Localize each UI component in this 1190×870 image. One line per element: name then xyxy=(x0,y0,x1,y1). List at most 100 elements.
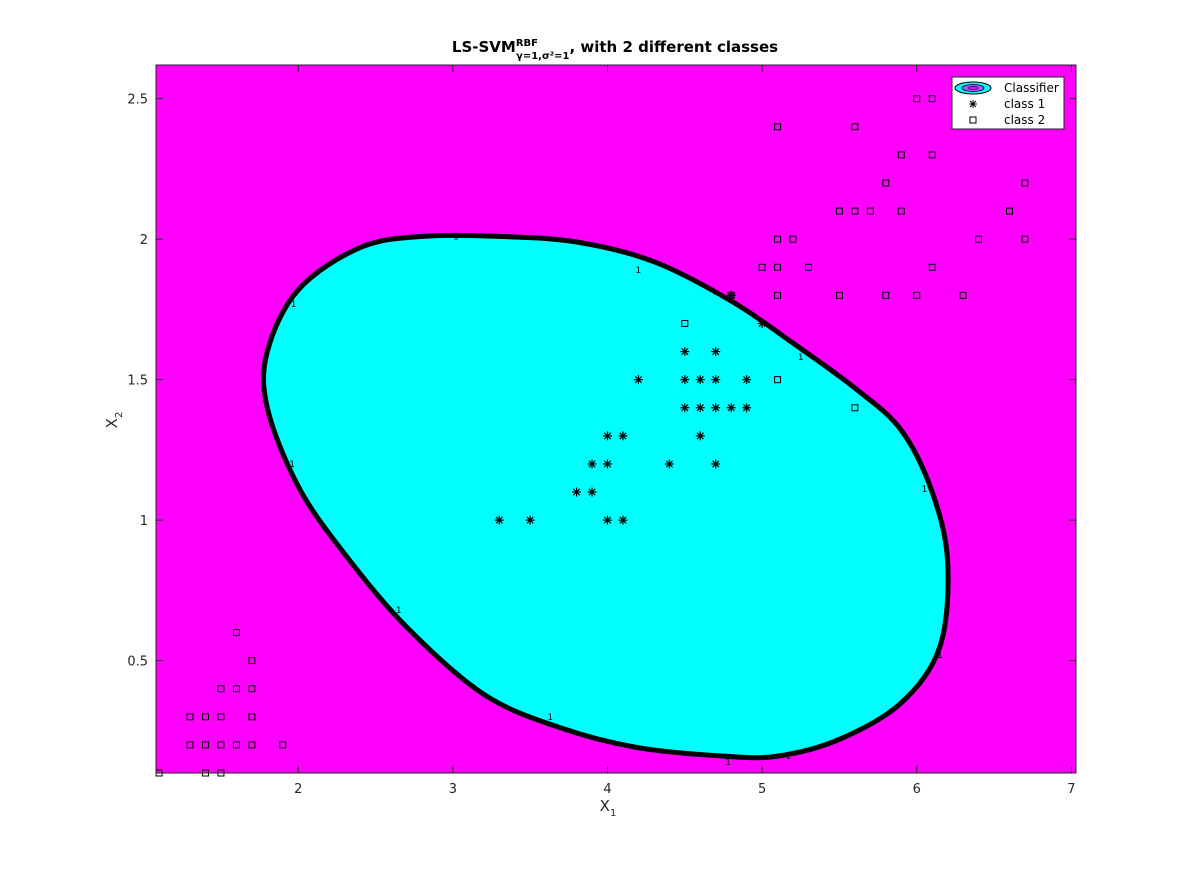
class2-point xyxy=(201,741,209,749)
class1-point xyxy=(711,403,721,413)
legend-class1-marker xyxy=(969,100,977,108)
chart-title: LS-SVMRBF γ=1,σ²=1, with 2 different clas… xyxy=(452,38,778,62)
class1-point xyxy=(602,459,612,469)
class1-point xyxy=(757,318,767,328)
class1-point xyxy=(618,431,628,441)
y-axis-label: X2 xyxy=(103,412,125,429)
contour-label: 1 xyxy=(798,353,804,363)
contour-label: 1 xyxy=(289,460,295,470)
class2-point xyxy=(217,685,225,693)
class2-point xyxy=(774,123,782,131)
class2-point xyxy=(217,741,225,749)
class2-point xyxy=(851,123,859,131)
class2-point xyxy=(882,179,890,187)
class1-point xyxy=(711,347,721,357)
decision-region xyxy=(260,232,951,761)
x-tick-label: 6 xyxy=(913,782,921,797)
class1-point xyxy=(742,403,752,413)
class2-point xyxy=(758,263,766,271)
class1-point xyxy=(695,403,705,413)
contour-label: 1 xyxy=(547,713,553,723)
contour-labels: 1 1 1 1 1 1 1 1 1 1 1 xyxy=(289,232,943,767)
class2-point xyxy=(774,235,782,243)
y-tick-label: 2.5 xyxy=(127,93,148,108)
y-tick-label: 0.5 xyxy=(127,655,148,670)
class2-point xyxy=(851,404,859,412)
class1-point xyxy=(525,515,535,525)
class2-point xyxy=(1021,235,1029,243)
class2-point xyxy=(897,151,905,159)
class2-point xyxy=(789,235,797,243)
class1-point xyxy=(602,431,612,441)
axis-ticks: 2 3 4 5 6 7 0.5 1 1.5 2 2.5 xyxy=(127,65,1076,797)
classifier-boundary xyxy=(260,232,951,761)
class2-point xyxy=(975,235,983,243)
contour-label: 1 xyxy=(922,485,928,495)
class2-point xyxy=(805,263,813,271)
class2-point xyxy=(866,207,874,215)
class1-point xyxy=(695,431,705,441)
class2-point xyxy=(835,207,843,215)
class2-point xyxy=(774,263,782,271)
class2-point xyxy=(774,376,782,384)
class2-point xyxy=(882,291,890,299)
class1-point xyxy=(695,375,705,385)
y-tick-label: 2 xyxy=(140,233,148,248)
class2-point xyxy=(913,95,921,103)
class2-point xyxy=(248,657,256,665)
class1-point xyxy=(664,459,674,469)
legend-classifier-swatch xyxy=(954,81,992,95)
class1-point xyxy=(494,515,504,525)
contour-label: 1 xyxy=(396,606,402,616)
x-tick-label: 3 xyxy=(449,782,457,797)
class2-point xyxy=(1021,179,1029,187)
legend-label-class1: class 1 xyxy=(1004,97,1045,111)
x-tick-label: 7 xyxy=(1067,782,1075,797)
class2-point xyxy=(248,685,256,693)
contour-label: 1 xyxy=(725,758,731,768)
class2-point xyxy=(232,685,240,693)
contour-label: 1 xyxy=(291,300,297,310)
contour-label: 1 xyxy=(937,651,943,661)
class2-point xyxy=(897,207,905,215)
class2-point xyxy=(928,95,936,103)
class1-point xyxy=(572,487,582,497)
class2-point xyxy=(959,291,967,299)
x-tick-label: 2 xyxy=(294,782,302,797)
y-tick-label: 1 xyxy=(140,514,148,529)
contour-label: 1 xyxy=(453,232,459,242)
class2-point xyxy=(928,263,936,271)
class1-point xyxy=(680,347,690,357)
class1-point xyxy=(726,403,736,413)
contour-label: 1 xyxy=(636,266,642,276)
class1-point xyxy=(711,375,721,385)
class2-point xyxy=(681,319,689,327)
class1-point xyxy=(587,459,597,469)
class2-point xyxy=(851,207,859,215)
class2-point xyxy=(248,741,256,749)
class1-point xyxy=(602,515,612,525)
class2-point xyxy=(217,713,225,721)
class2-point xyxy=(279,741,287,749)
class2-point xyxy=(186,713,194,721)
class2-point xyxy=(727,291,735,299)
legend-label-class2: class 2 xyxy=(1004,113,1045,127)
class2-point xyxy=(774,291,782,299)
x-axis-label: X1 xyxy=(600,797,617,819)
class2-point xyxy=(186,741,194,749)
legend-class2-marker xyxy=(969,116,977,124)
class2-point xyxy=(248,713,256,721)
class2-point xyxy=(232,629,240,637)
class1-point xyxy=(633,375,643,385)
x-tick-label: 5 xyxy=(758,782,766,797)
class2-point xyxy=(835,291,843,299)
class2-point xyxy=(913,291,921,299)
y-tick-label: 1.5 xyxy=(127,374,148,389)
legend: Classifier class 1 class 2 xyxy=(951,76,1065,130)
x-tick-label: 4 xyxy=(603,782,611,797)
plot-frame xyxy=(155,64,1077,774)
class1-point xyxy=(711,459,721,469)
class1-point xyxy=(742,375,752,385)
class2-point xyxy=(232,741,240,749)
